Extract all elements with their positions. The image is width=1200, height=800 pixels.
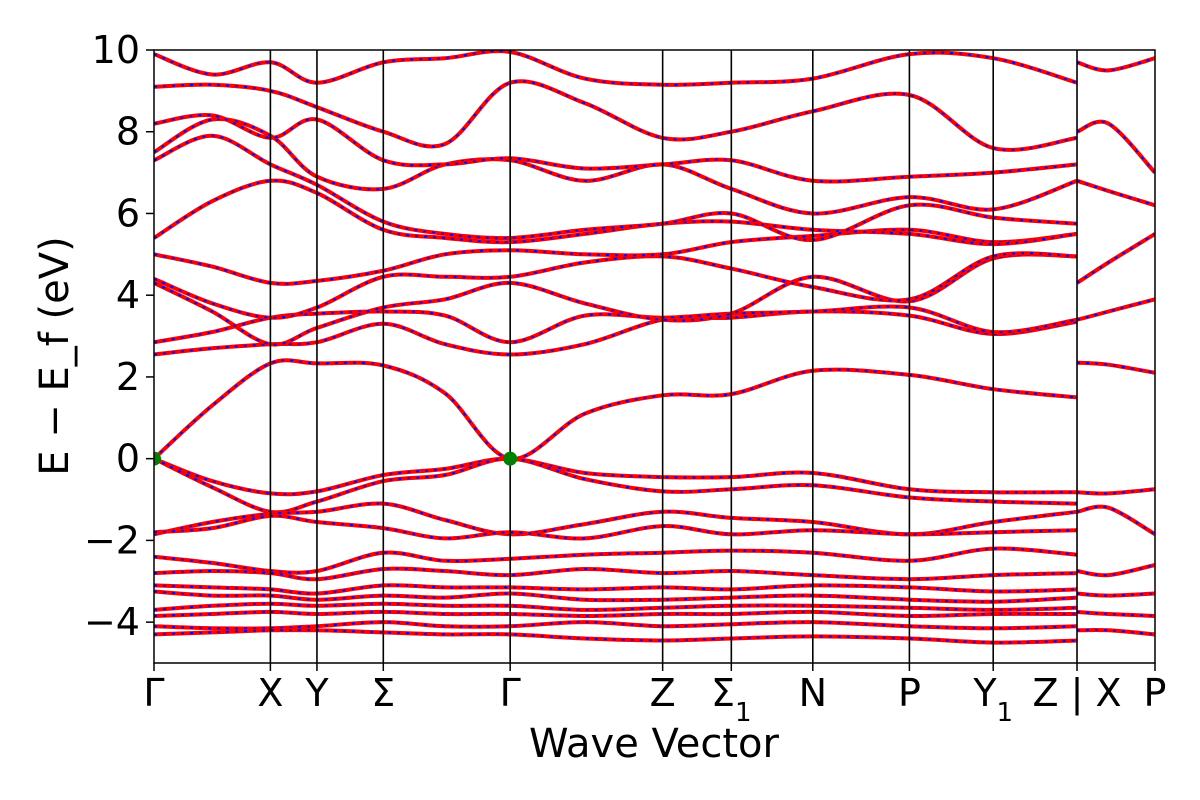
band-line-21 (154, 113, 1078, 184)
band-line-overlay-31 (1076, 505, 1155, 536)
y-tick-label-1: 8 (116, 110, 140, 154)
band-line-25 (1076, 297, 1155, 322)
band-line-22 (154, 79, 1078, 152)
band-line-overlay-26 (1076, 233, 1155, 284)
high-symmetry-lines (269, 50, 1078, 663)
band-line-overlay-23 (154, 50, 1078, 86)
band-line-28 (1076, 119, 1155, 174)
band-line-32 (1076, 562, 1155, 578)
band-line-27 (1076, 178, 1155, 208)
x-tick-label-3: Σ (371, 671, 395, 715)
y-tick-label-3: 4 (116, 273, 140, 317)
band-line-2 (154, 456, 1078, 515)
band-line-33 (1076, 591, 1155, 598)
y-tick-label-5: 0 (116, 437, 140, 481)
fermi-marker-1 (503, 451, 518, 466)
x-tick-label-11: P (1144, 671, 1167, 715)
band-line-overlay-17 (154, 228, 1078, 285)
band-lines (154, 50, 1155, 645)
x-tick-label-8: P (898, 671, 921, 715)
x-tick-label-4: Γ (500, 671, 521, 715)
band-line-34 (1076, 609, 1155, 618)
x-tick-label-1: X (257, 671, 283, 715)
band-line-overlay-0 (154, 359, 1078, 460)
band-line-13 (154, 309, 1078, 357)
x-tick-label-5: Z (650, 671, 676, 715)
band-line-29 (1076, 56, 1155, 73)
x-axis-title: Wave Vector (529, 721, 780, 767)
y-axis-ticks: 10 8 6 4 2 0 −2 −4 (84, 28, 154, 644)
band-line-overlay-15 (154, 253, 1078, 346)
y-tick-label-6: −2 (84, 518, 140, 562)
fermi-markers (154, 451, 518, 466)
x-tick-label-6: Σ1 (711, 671, 752, 728)
x-tick-label-2: Y (304, 671, 329, 715)
plot-frame (153, 49, 1156, 664)
band-line-overlay-21 (154, 114, 1078, 183)
y-tick-label-7: −4 (84, 600, 140, 644)
band-line-overlay-13 (154, 310, 1078, 356)
band-line-19 (154, 133, 1078, 243)
band-line-overlay-19 (154, 134, 1078, 242)
x-tick-label-10: Z | X (1032, 671, 1121, 716)
band-line-30 (1076, 487, 1155, 496)
x-axis-ticks: Γ X Y Σ Γ Z Σ1 N P Y1 Z | X P (143, 663, 1166, 728)
band-line-1 (154, 456, 1078, 497)
band-line-35 (1076, 627, 1155, 637)
y-axis-title: E − E_f (eV) (32, 236, 78, 475)
band-line-0 (154, 358, 1078, 461)
y-tick-label-4: 2 (116, 355, 140, 399)
band-line-overlay-20 (154, 118, 1078, 215)
band-line-overlay-16 (154, 252, 1078, 319)
y-tick-label-2: 6 (116, 191, 140, 235)
y-tick-label-0: 10 (92, 28, 140, 72)
fermi-marker-0 (154, 451, 161, 466)
x-tick-label-9: Y1 (972, 671, 1013, 728)
band-line-31 (1076, 504, 1155, 537)
band-line-15 (154, 252, 1078, 347)
x-tick-label-7: N (799, 671, 827, 715)
band-line-23 (154, 50, 1078, 87)
x-tick-label-0: Γ (143, 671, 164, 715)
band-line-24 (1076, 360, 1155, 375)
